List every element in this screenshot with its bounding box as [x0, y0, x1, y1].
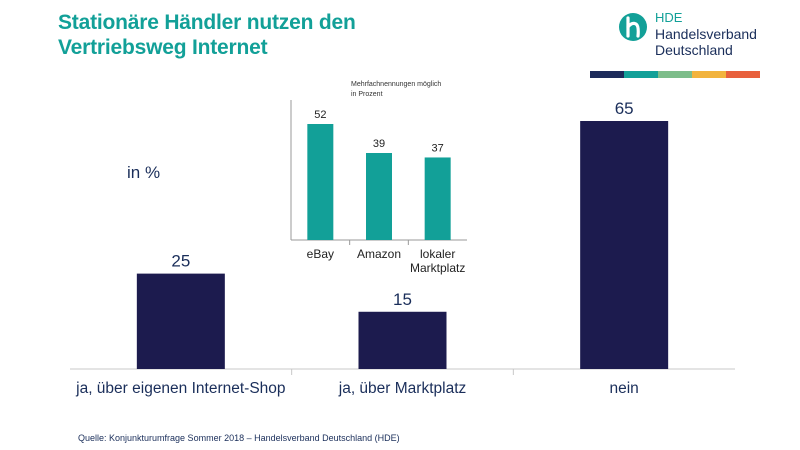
inset-data-label: 39 [373, 138, 385, 150]
data-label: 65 [615, 99, 634, 118]
inset-bar [424, 157, 451, 240]
category-label: ja, über Marktplatz [338, 380, 467, 397]
data-label: 15 [393, 290, 412, 309]
inset-bar [366, 153, 392, 240]
chart-title: Stationäre Händler nutzen den Vertriebsw… [58, 10, 356, 60]
inset-bar [307, 124, 334, 240]
category-label: nein [610, 380, 639, 397]
bar [358, 311, 447, 369]
category-label: ja, über eigenen Internet-Shop [75, 380, 285, 397]
stripe-segment-2 [624, 71, 658, 78]
logo-line-2: Deutschland [655, 42, 733, 58]
inset-note-line-1: Mehrfachnennungen möglich [351, 81, 442, 88]
inset-category-label: eBay [307, 247, 334, 261]
inset-category-label: Amazon [357, 247, 401, 261]
brand-stripe [590, 71, 760, 78]
stripe-segment-5 [726, 71, 760, 78]
chart-title-line-2: Vertriebsweg Internet [58, 36, 268, 59]
inset-data-label: 52 [314, 109, 326, 121]
hde-logo-icon [619, 13, 647, 41]
inset-category-label: Marktplatz [410, 261, 465, 275]
inset-category-label: lokaler [420, 247, 455, 261]
stripe-segment-1 [590, 71, 624, 78]
inset-note-line-2: in Prozent [351, 91, 383, 98]
bar [136, 273, 225, 369]
source-note: Quelle: Konjunkturumfrage Sommer 2018 – … [78, 433, 400, 443]
logo-text: HDE Handelsverband Deutschland [655, 10, 757, 58]
inset-data-label: 37 [432, 142, 444, 154]
stripe-segment-3 [658, 71, 692, 78]
chart-title-line-1: Stationäre Händler nutzen den [58, 11, 356, 34]
data-label: 25 [171, 252, 190, 271]
inset-note: Mehrfachnennungen möglich in Prozent [351, 80, 441, 100]
logo-abbr: HDE [655, 10, 683, 25]
hde-logo: HDE Handelsverband Deutschland [618, 10, 768, 64]
bar [580, 121, 669, 369]
stripe-segment-4 [692, 71, 726, 78]
logo-line-1: Handelsverband [655, 26, 757, 42]
unit-label: in % [127, 163, 161, 182]
